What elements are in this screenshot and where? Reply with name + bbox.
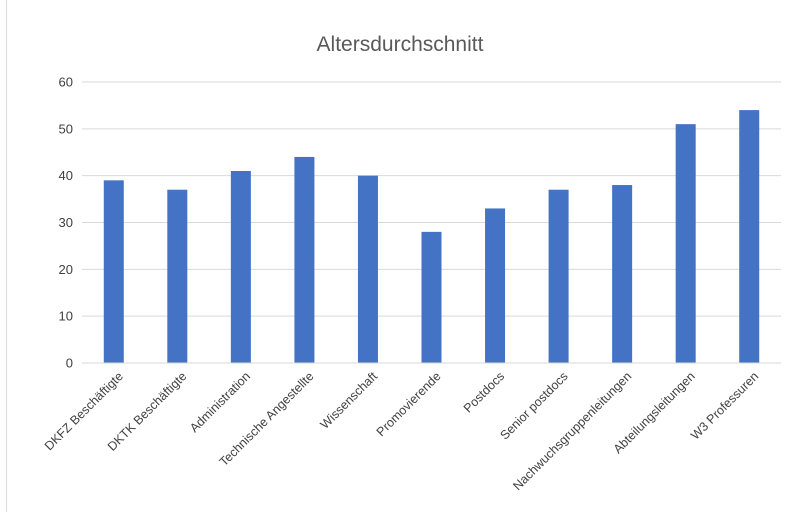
bar	[103, 180, 124, 363]
x-tick-label: Wissenschaft	[318, 369, 381, 432]
x-tick-label: W3 Professuren	[688, 369, 761, 442]
y-tick-label: 20	[59, 262, 73, 277]
bar	[675, 124, 696, 364]
y-tick-label: 30	[59, 215, 73, 230]
bar	[739, 110, 760, 363]
bars	[103, 110, 760, 364]
bar	[548, 189, 569, 363]
bar	[485, 208, 506, 363]
bar	[230, 170, 251, 363]
bar	[294, 156, 315, 363]
y-tick-label: 10	[59, 309, 73, 324]
y-axis-ticks: 0 10 20 30 40 50 60	[59, 75, 73, 371]
bar	[612, 185, 633, 363]
y-tick-label: 0	[66, 356, 73, 371]
x-tick-label: Administration	[187, 369, 253, 435]
bar	[167, 189, 188, 363]
x-tick-label: Senior postdocs	[497, 369, 570, 442]
y-tick-label: 60	[59, 75, 73, 90]
chart-title: Altersdurchschnitt	[317, 33, 484, 56]
bar	[421, 231, 442, 363]
bar	[357, 175, 378, 363]
chart-frame	[6, 0, 786, 512]
y-tick-label: 40	[59, 168, 73, 183]
x-tick-label: Promovierende	[374, 369, 444, 439]
x-tick-label: Nachwuchsgruppenleitungen	[510, 369, 634, 493]
y-tick-label: 50	[59, 121, 73, 136]
x-tick-label: Postdocs	[461, 369, 507, 415]
